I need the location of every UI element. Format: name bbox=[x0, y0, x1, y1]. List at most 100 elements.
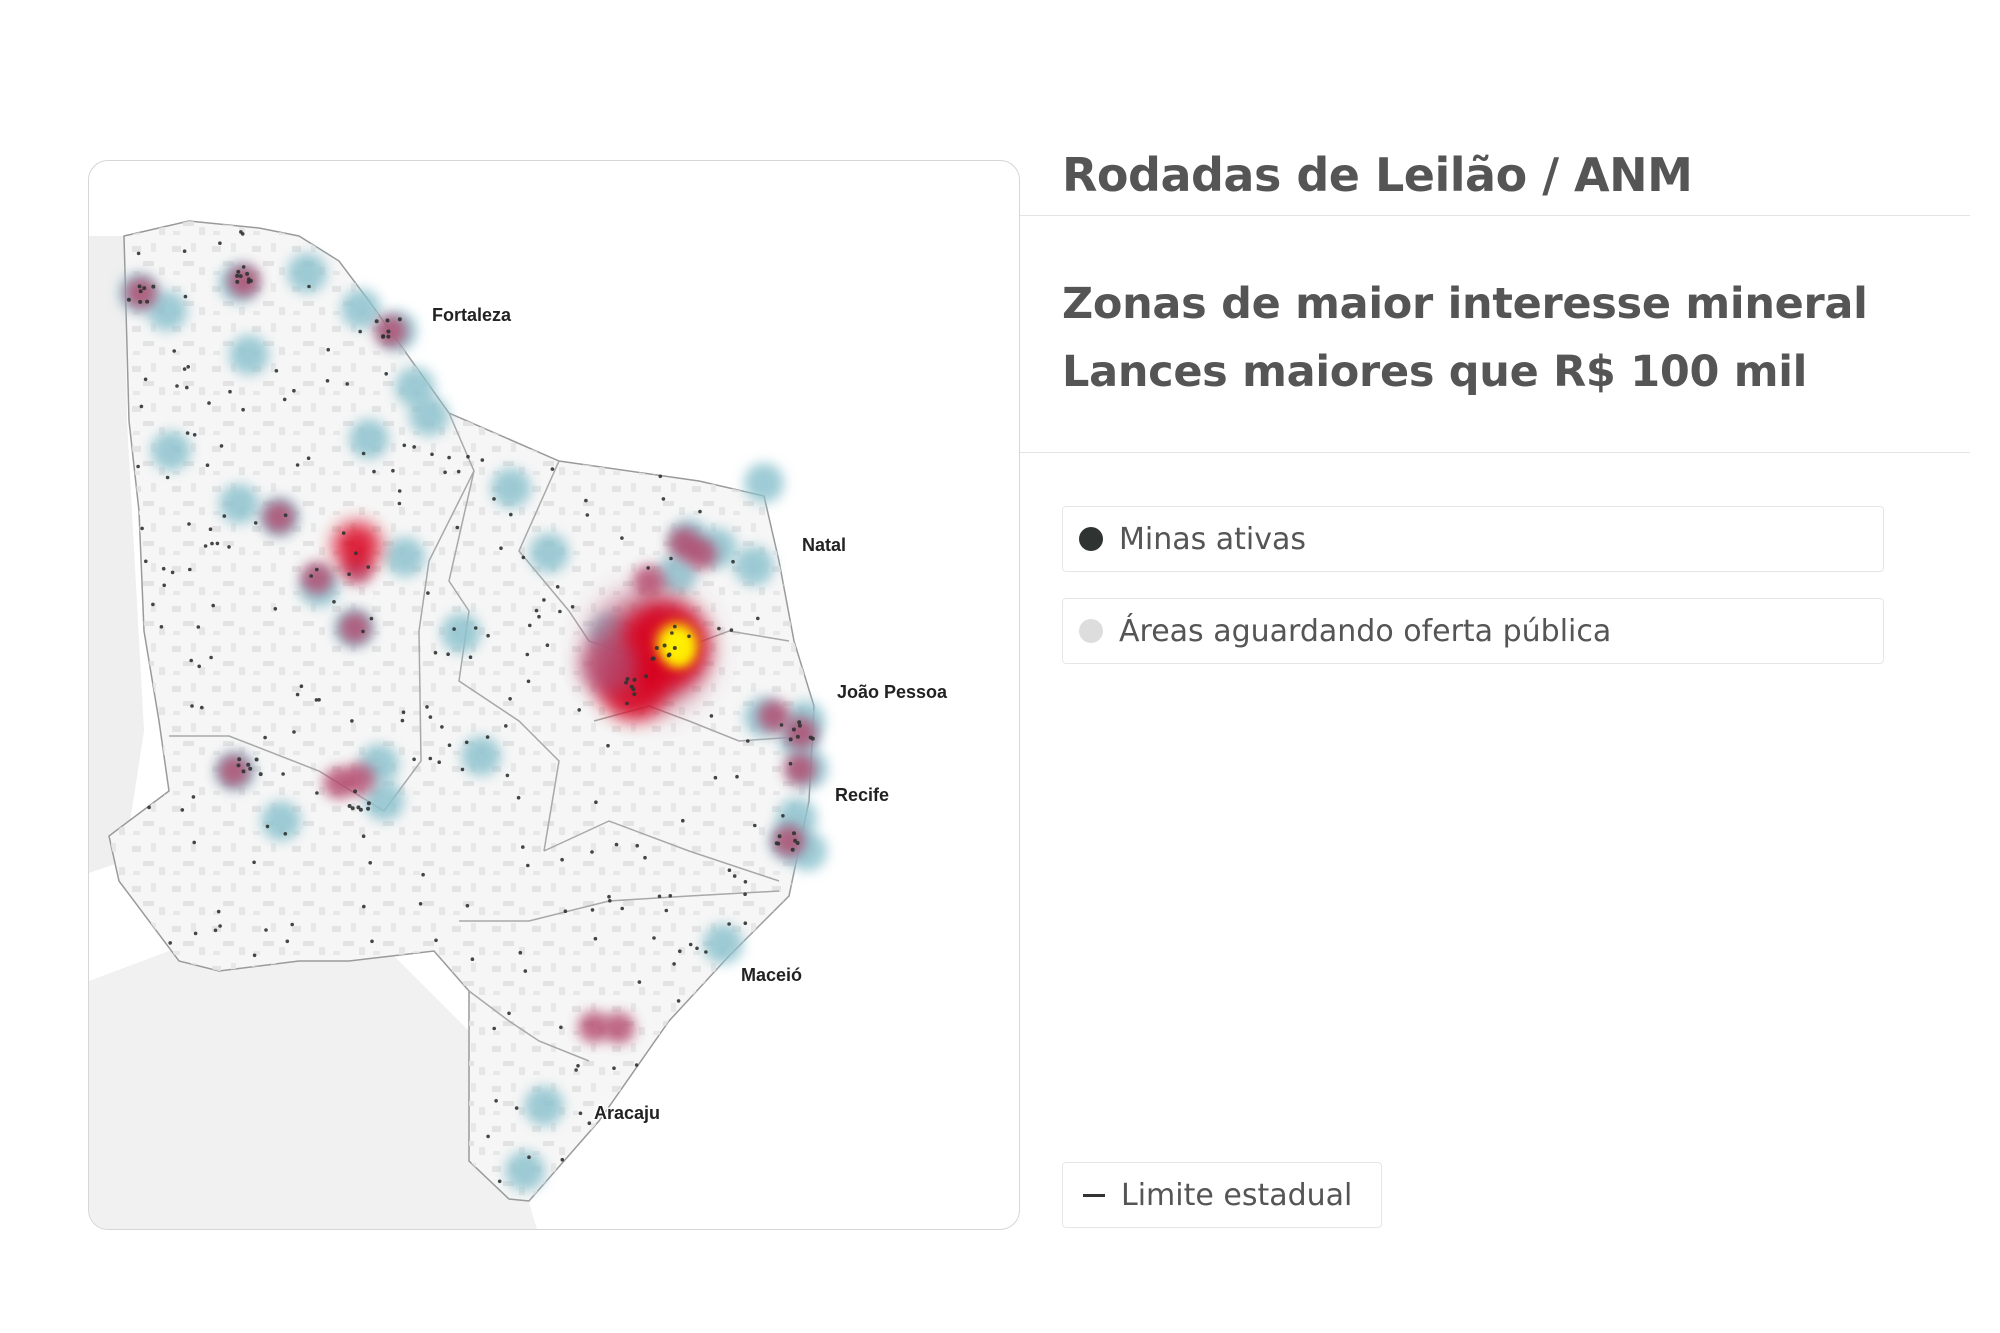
mine-dot bbox=[306, 456, 311, 461]
mine-dot bbox=[168, 941, 172, 945]
mine-dot bbox=[274, 369, 279, 373]
heat-blob-mid bbox=[301, 562, 333, 594]
mine-dot bbox=[361, 451, 366, 456]
mine-dot bbox=[147, 805, 151, 810]
mine-dot bbox=[687, 634, 691, 639]
mine-dot bbox=[466, 454, 470, 459]
mine-dot bbox=[190, 704, 194, 708]
mine-dot bbox=[542, 598, 546, 602]
mine-dot bbox=[370, 939, 374, 944]
mine-dot bbox=[265, 824, 270, 829]
mine-dot bbox=[283, 513, 288, 517]
mine-dot bbox=[140, 526, 144, 531]
mine-dot bbox=[651, 656, 656, 661]
mine-dot bbox=[486, 1134, 490, 1139]
mine-dot bbox=[470, 957, 475, 961]
heat-blob-mid bbox=[218, 755, 250, 787]
subtitle-line-1: Zonas de maior interesse mineral bbox=[1062, 279, 1868, 329]
mine-dot bbox=[698, 509, 702, 514]
legend-pending-areas-label: Áreas aguardando oferta pública bbox=[1119, 613, 1612, 649]
mine-dot bbox=[161, 566, 166, 571]
mine-dot bbox=[143, 377, 148, 382]
mine-dot bbox=[607, 894, 611, 899]
mine-dot bbox=[717, 626, 721, 631]
mine-dot bbox=[350, 806, 355, 811]
mine-dot bbox=[743, 921, 748, 925]
heat-blob-low bbox=[229, 335, 269, 375]
mine-dot bbox=[585, 513, 590, 517]
mine-dot bbox=[246, 279, 251, 284]
mine-dot bbox=[743, 880, 748, 884]
mine-dot bbox=[145, 299, 150, 304]
heatmap-map[interactable]: Fortaleza Natal João Pessoa Recife Macei… bbox=[89, 161, 1019, 1229]
mine-dot bbox=[361, 834, 366, 838]
heat-blob-low bbox=[524, 1086, 564, 1126]
mine-dot bbox=[578, 1111, 583, 1116]
mine-dot bbox=[681, 818, 685, 823]
mine-dot bbox=[384, 372, 389, 376]
legend-state-border[interactable]: Limite estadual bbox=[1062, 1162, 1382, 1228]
mine-dot bbox=[558, 609, 562, 614]
mine-dot bbox=[652, 936, 656, 940]
mine-dot bbox=[138, 299, 143, 304]
mine-dot bbox=[368, 861, 373, 865]
mine-dot bbox=[428, 756, 433, 761]
mine-dot bbox=[418, 902, 423, 906]
mine-dot bbox=[182, 249, 187, 253]
mine-dot bbox=[507, 1011, 511, 1016]
mine-dot bbox=[264, 928, 268, 932]
mine-dot bbox=[207, 401, 211, 405]
mine-dot bbox=[678, 949, 682, 953]
surrounding-land bbox=[89, 236, 537, 1229]
heat-blob-low bbox=[385, 537, 425, 577]
mine-dot bbox=[555, 585, 560, 589]
mine-dot bbox=[793, 838, 798, 843]
mine-dot bbox=[550, 467, 555, 471]
mine-dot bbox=[263, 735, 267, 740]
subtitle-divider bbox=[1020, 452, 1970, 453]
mine-dot bbox=[670, 631, 674, 635]
heat-blob-low bbox=[657, 554, 697, 594]
heat-blob-mid bbox=[773, 825, 805, 857]
mine-dot bbox=[241, 407, 245, 412]
mine-dot bbox=[182, 367, 187, 371]
heat-blob-low bbox=[409, 396, 449, 436]
mine-dot bbox=[369, 616, 374, 621]
mine-dot bbox=[452, 627, 456, 631]
legend-active-mines[interactable]: Minas ativas bbox=[1062, 506, 1884, 572]
mine-dot bbox=[612, 1066, 616, 1070]
heat-blob-low bbox=[219, 484, 259, 524]
heat-layer bbox=[119, 253, 828, 1191]
mine-dot bbox=[345, 382, 350, 386]
mine-dot bbox=[657, 894, 662, 899]
state-border-line-icon bbox=[1083, 1193, 1105, 1197]
mine-dot bbox=[425, 705, 429, 709]
mine-dot bbox=[191, 795, 196, 799]
city-label-maceio: Maceió bbox=[741, 965, 802, 985]
heat-blob-low bbox=[364, 781, 404, 821]
mine-dot bbox=[350, 719, 354, 723]
mine-dot bbox=[241, 769, 246, 774]
mine-dot bbox=[440, 725, 444, 729]
mine-dot bbox=[245, 271, 250, 276]
mine-dot bbox=[151, 602, 155, 607]
heat-blob-low bbox=[529, 533, 569, 573]
mine-dot bbox=[192, 433, 197, 437]
mine-dot bbox=[136, 464, 140, 469]
mine-dot bbox=[518, 950, 523, 955]
mine-dot bbox=[521, 845, 525, 849]
mine-dot bbox=[282, 397, 287, 402]
mine-dot bbox=[185, 385, 189, 390]
mine-dot bbox=[254, 757, 259, 762]
legend-pending-areas[interactable]: Áreas aguardando oferta pública bbox=[1062, 598, 1884, 664]
mine-dot bbox=[559, 1025, 563, 1030]
mine-dot bbox=[354, 551, 358, 555]
map-panel[interactable]: Fortaleza Natal João Pessoa Recife Macei… bbox=[88, 160, 1020, 1230]
mine-dot bbox=[218, 924, 222, 928]
mine-dot bbox=[248, 766, 253, 771]
mine-dot bbox=[534, 608, 539, 613]
mine-dot bbox=[203, 544, 208, 548]
mine-dot bbox=[637, 980, 642, 984]
mine-dot bbox=[743, 892, 747, 896]
heat-blob-low bbox=[703, 924, 743, 964]
